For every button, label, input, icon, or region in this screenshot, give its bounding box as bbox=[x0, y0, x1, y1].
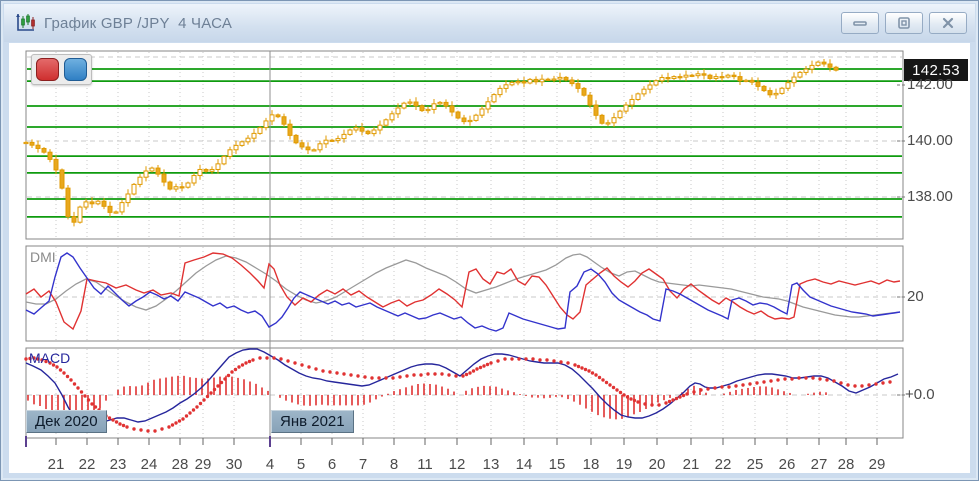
dmi-axis-label: 20 bbox=[907, 288, 924, 305]
price-axis-label: 138.00 bbox=[907, 188, 953, 205]
month-badge-jan-2021[interactable]: Янв 2021 bbox=[271, 410, 354, 433]
restore-button[interactable] bbox=[885, 12, 923, 34]
restore-icon bbox=[898, 17, 910, 29]
minimize-button[interactable] bbox=[841, 12, 879, 34]
title-bar[interactable]: График GBP /JPY 4 ЧАСА bbox=[4, 4, 975, 42]
price-axis-label: 142.00 bbox=[907, 76, 953, 93]
candlestick-chart-icon bbox=[16, 14, 35, 31]
current-price-badge: 142.53 bbox=[904, 59, 968, 82]
price-axis-label: 140.00 bbox=[907, 132, 953, 149]
close-icon bbox=[942, 17, 954, 29]
chart-content-area bbox=[9, 43, 970, 473]
window-title: График GBP /JPY 4 ЧАСА bbox=[44, 14, 233, 32]
close-button[interactable] bbox=[929, 12, 967, 34]
month-badge-dec-2020[interactable]: Дек 2020 bbox=[26, 410, 107, 433]
minimize-icon bbox=[853, 21, 867, 26]
blue-square-button[interactable] bbox=[64, 58, 87, 81]
red-square-button[interactable] bbox=[36, 58, 59, 81]
macd-axis-label: +0.0 bbox=[905, 386, 935, 403]
macd-panel-label: MACD bbox=[29, 350, 71, 366]
dmi-panel-label: DMI bbox=[30, 249, 56, 265]
chart-mini-toolbar bbox=[31, 54, 92, 85]
